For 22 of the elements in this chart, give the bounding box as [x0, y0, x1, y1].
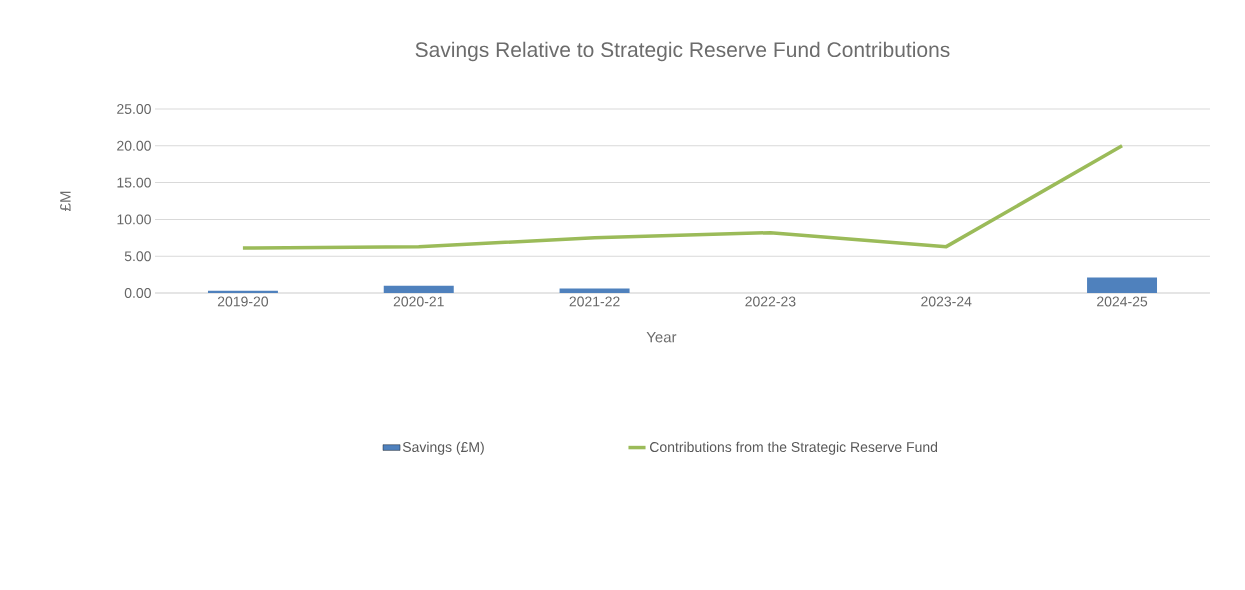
- y-tick-label: 25.00: [117, 104, 151, 114]
- x-tick-label: 2022-23: [745, 296, 796, 307]
- y-tick-label: 0.00: [124, 288, 151, 298]
- y-tick-label: 10.00: [117, 214, 151, 225]
- bar: [383, 285, 454, 293]
- x-tick-label: 2021-22: [569, 296, 620, 307]
- legend-label: Savings (£M): [402, 441, 484, 455]
- chart-title: Savings Relative to Strategic Reserve Fund Contributions: [415, 41, 950, 62]
- x-tick-label: 2023-24: [921, 296, 972, 307]
- bar: [207, 290, 278, 293]
- y-tick-label: 15.00: [117, 177, 151, 188]
- x-tick-label: 2019-20: [217, 296, 269, 307]
- x-tick-label: 2024-25: [1097, 296, 1148, 307]
- x-axis-title: Year: [646, 331, 677, 343]
- line-series: [241, 144, 1124, 250]
- y-tick-label: 20.00: [117, 140, 151, 151]
- bar: [559, 288, 630, 293]
- legend-label: Contributions from the Strategic Reserve Fund: [650, 441, 938, 455]
- y-axis-title: £M: [60, 191, 71, 211]
- bar: [1087, 277, 1158, 293]
- y-tick-label: 5.00: [124, 251, 151, 262]
- x-tick-label: 2020-21: [393, 296, 444, 307]
